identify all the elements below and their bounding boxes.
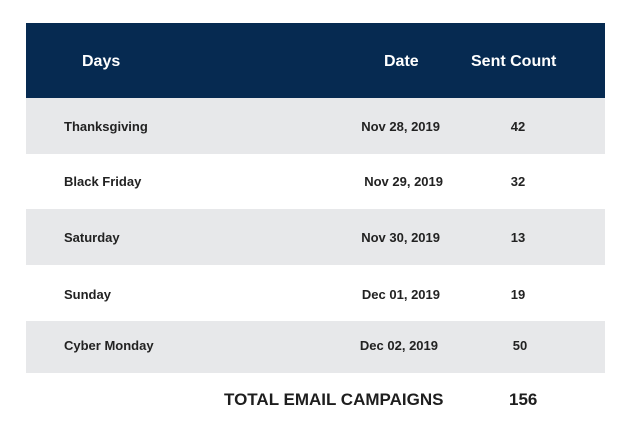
cell-day: Cyber Monday [64,338,154,353]
header-days: Days [82,53,121,70]
cell-count: 50 [512,338,528,353]
table-row: Thanksgiving Nov 28, 2019 42 [26,98,605,154]
cell-count: 32 [510,174,526,189]
table-row: Cyber Monday Dec 02, 2019 50 [26,321,605,373]
cell-date: Nov 30, 2019 [361,230,440,245]
header-sent-count: Sent Count [471,53,557,70]
cell-date: Dec 02, 2019 [359,338,438,353]
cell-count: 13 [510,230,526,245]
cell-date: Dec 01, 2019 [361,287,440,302]
total-value: 156 [509,390,538,409]
cell-day: Sunday [64,287,111,302]
table-row: Sunday Dec 01, 2019 19 [26,265,605,321]
email-campaigns-table: Days Date Sent Count Thanksgiving Nov 28… [26,23,605,373]
cell-count: 19 [510,287,526,302]
cell-count: 42 [510,119,526,134]
cell-date: Nov 28, 2019 [361,119,440,134]
total-label: TOTAL EMAIL CAMPAIGNS [224,390,444,409]
table-header: Days Date Sent Count [26,23,605,98]
cell-day: Saturday [64,230,120,245]
table-row: Saturday Nov 30, 2019 13 [26,209,605,265]
header-date: Date [384,53,419,70]
table-row: Black Friday Nov 29, 2019 32 [26,154,605,209]
cell-day: Thanksgiving [64,119,148,134]
cell-day: Black Friday [64,174,142,189]
cell-date: Nov 29, 2019 [364,174,443,189]
